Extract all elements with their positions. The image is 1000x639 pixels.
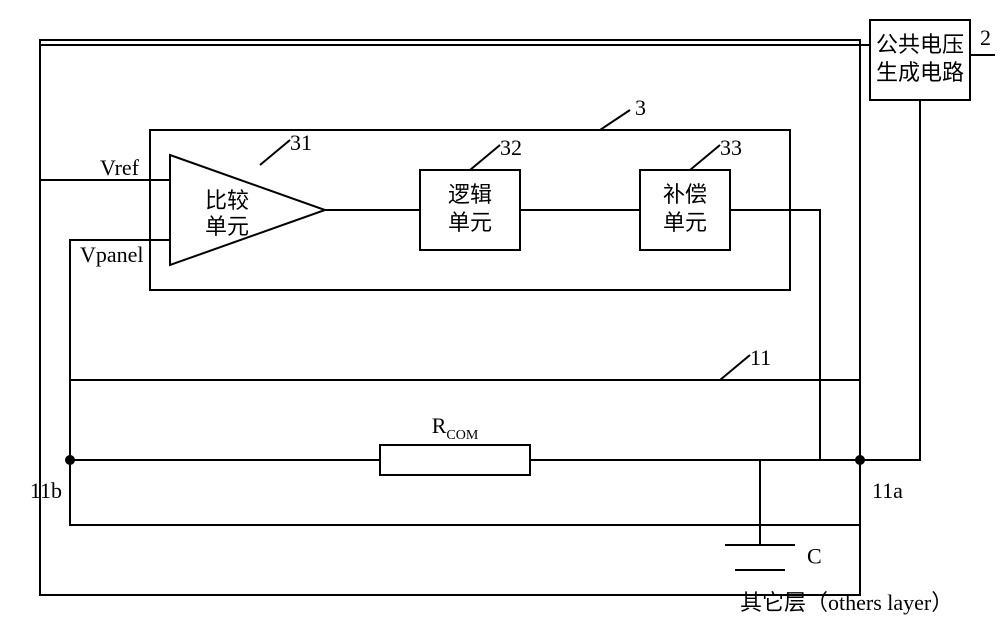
comparator-line1: 比较 [205, 188, 249, 213]
cap-label: C [807, 544, 822, 569]
comp-line2: 单元 [663, 210, 707, 235]
comp-line1: 补偿 [663, 182, 707, 207]
leader-num_32: 32 [500, 135, 522, 160]
leader-num_33: 33 [720, 135, 742, 160]
vref-label: Vref [100, 155, 140, 180]
vpanel-label: Vpanel [80, 242, 144, 267]
node-11b-label: 11b [30, 478, 62, 503]
pvg-line2: 生成电路 [876, 60, 964, 85]
logic-line1: 逻辑 [448, 182, 492, 207]
leader-num_11: 11 [750, 345, 771, 370]
logic-line2: 单元 [448, 210, 492, 235]
leader-num_31: 31 [290, 130, 312, 155]
leader-num_3: 3 [635, 95, 646, 120]
leader-num_2: 2 [980, 25, 991, 50]
pvg-line1: 公共电压 [876, 32, 964, 57]
others-layer-label: 其它层（others layer） [740, 590, 953, 615]
node-11a-label: 11a [872, 478, 903, 503]
comparator-line2: 单元 [205, 214, 249, 239]
